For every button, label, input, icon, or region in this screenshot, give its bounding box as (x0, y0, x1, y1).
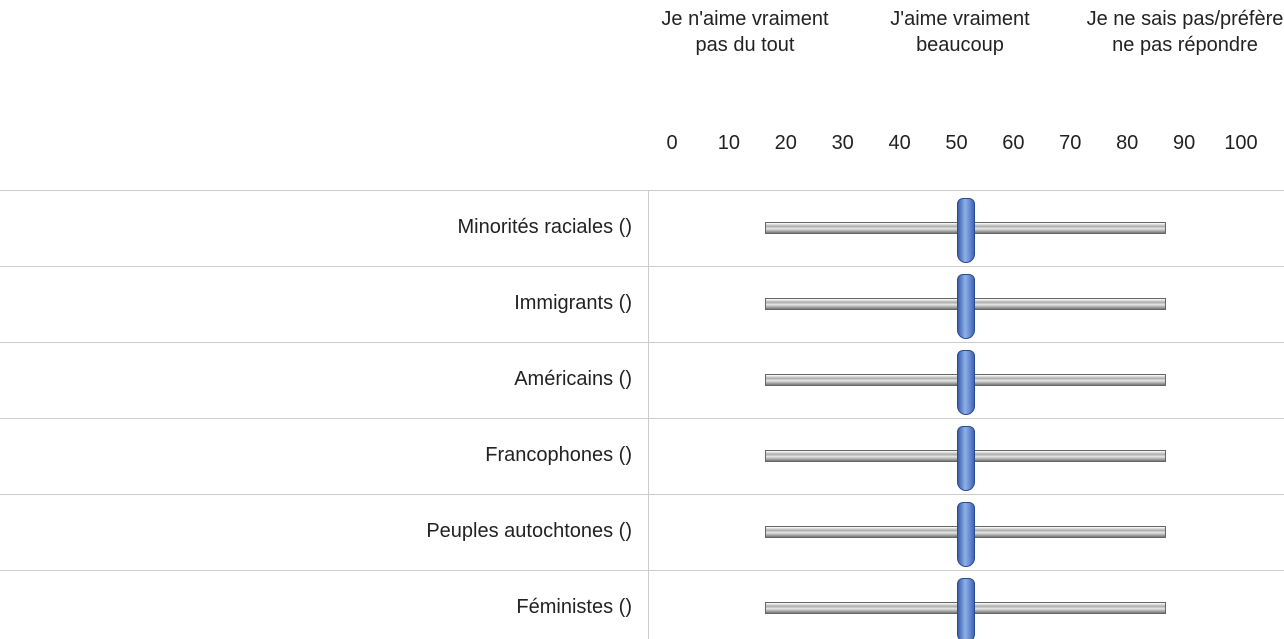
slider-handle[interactable] (956, 198, 975, 263)
scale-tick: 80 (1116, 132, 1139, 154)
scale-tick: 30 (831, 132, 854, 154)
scale-tick: 20 (774, 132, 797, 154)
slider-row: Américains () (0, 342, 1284, 419)
scale-tick: 50 (945, 132, 968, 154)
scale-label: J'aime vraiment beaucoup (890, 8, 1030, 56)
scale-tick: 40 (888, 132, 911, 154)
divider (648, 343, 649, 419)
slider-handle[interactable] (956, 274, 975, 339)
scale-tick: 100 (1224, 132, 1258, 154)
slider-handle[interactable] (956, 350, 975, 415)
slider-handle[interactable] (956, 426, 975, 491)
divider (648, 191, 649, 267)
scale-label: Je ne sais pas/préfère ne pas répondre (1086, 8, 1284, 56)
row-label: Peuples autochtones () (426, 520, 632, 542)
slider-row: Immigrants () (0, 266, 1284, 343)
row-label: Américains () (514, 368, 632, 390)
divider (648, 267, 649, 343)
divider (648, 495, 649, 571)
row-label: Francophones () (485, 444, 632, 466)
slider-handle[interactable] (956, 502, 975, 567)
slider-row: Minorités raciales () (0, 190, 1284, 267)
row-label: Immigrants () (514, 292, 632, 314)
row-label: Minorités raciales () (457, 216, 632, 238)
scale-tick: 0 (666, 132, 678, 154)
slider-row: Francophones () (0, 418, 1284, 495)
scale-tick: 60 (1002, 132, 1025, 154)
scale-tick: 90 (1172, 132, 1196, 154)
slider-row: Féministes () (0, 570, 1284, 639)
slider-handle[interactable] (956, 578, 975, 639)
divider (648, 571, 649, 639)
slider-row: Peuples autochtones () (0, 494, 1284, 571)
scale-tick: 10 (717, 132, 741, 154)
scale-tick: 70 (1059, 132, 1082, 154)
divider (648, 419, 649, 495)
scale-label: Je n'aime vraiment pas du tout (661, 8, 829, 56)
row-label: Féministes () (516, 596, 632, 618)
